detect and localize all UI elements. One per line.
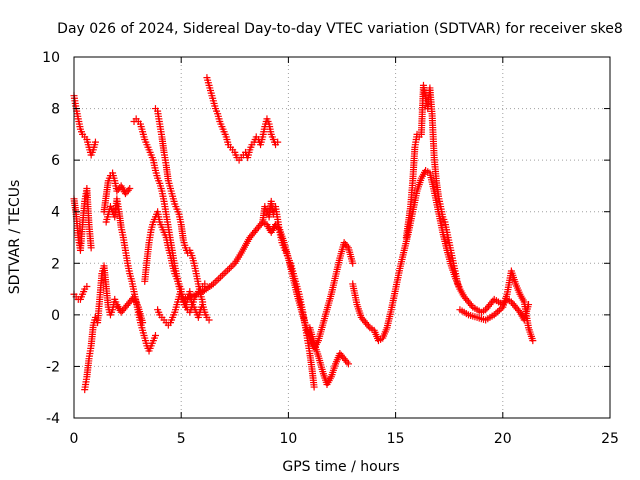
series-arc-11 [203,74,282,164]
data-point [222,268,230,276]
data-point [215,275,223,283]
x-tick-label: 25 [601,431,619,447]
series-arc-1 [70,92,99,159]
data-point [227,263,235,271]
y-tick-label: 0 [51,308,60,324]
x-tick-label: 5 [177,431,186,447]
y-tick-label: 8 [51,102,60,118]
x-tick-label: 10 [279,431,297,447]
data-point [343,242,351,250]
data-point [229,261,237,269]
data-point [456,285,464,293]
y-tick-label: 6 [51,153,60,169]
data-point [494,308,502,316]
y-tick-label: 2 [51,256,60,272]
data-point [218,271,226,279]
chart-title: Day 026 of 2024, Sidereal Day-to-day VTE… [57,21,623,37]
series-arc-4 [81,262,147,394]
data-point [529,337,537,345]
y-tick-label: -4 [46,411,60,427]
data-point [495,306,503,314]
data-point [126,185,134,193]
data-point [199,298,207,306]
data-point [497,305,505,313]
grid-lines [74,57,610,418]
series-arc-9 [151,105,207,306]
series-arc-13 [259,197,318,391]
data-point [343,358,351,366]
series-arc-5 [100,169,134,216]
data-point [205,316,213,324]
data-point [87,244,95,252]
data-points [70,74,537,394]
x-tick-label: 15 [387,431,405,447]
data-point [151,331,159,339]
series-arc-17 [456,267,537,345]
data-point [274,138,282,146]
y-tick-label: 4 [51,205,60,221]
data-point [515,307,523,315]
data-point [213,276,221,284]
axis-ticks: 0 5 10 15 20 25 -4 -2 0 2 4 6 8 10 [42,50,619,447]
plot-frame [73,56,611,419]
data-point [349,259,357,267]
x-tick-label: 0 [70,431,79,447]
x-tick-label: 20 [494,431,512,447]
y-tick-label: -2 [46,359,60,375]
data-point [83,282,91,290]
data-point [201,280,209,288]
data-point [310,383,318,391]
data-point [217,273,225,281]
data-point [224,266,232,274]
y-tick-label: 10 [42,50,60,66]
data-point [220,270,228,278]
data-point [225,264,233,272]
data-point [124,186,132,194]
series-arc-6 [102,195,159,355]
series-arc-7 [130,115,209,316]
data-point [177,285,185,293]
data-point [364,322,372,330]
data-point [91,138,99,146]
series-arc-16 [402,81,464,293]
series-arc-10 [154,285,185,329]
data-point [467,301,475,309]
data-point [344,360,352,368]
data-point [490,311,498,319]
series-arc-3 [70,282,91,303]
series-arc-14 [306,324,352,388]
x-axis-label: GPS time / hours [282,459,399,475]
y-axis-label: SDTVAR / TECUs [7,180,23,295]
series-arc-2 [70,185,95,254]
data-point [492,309,500,317]
